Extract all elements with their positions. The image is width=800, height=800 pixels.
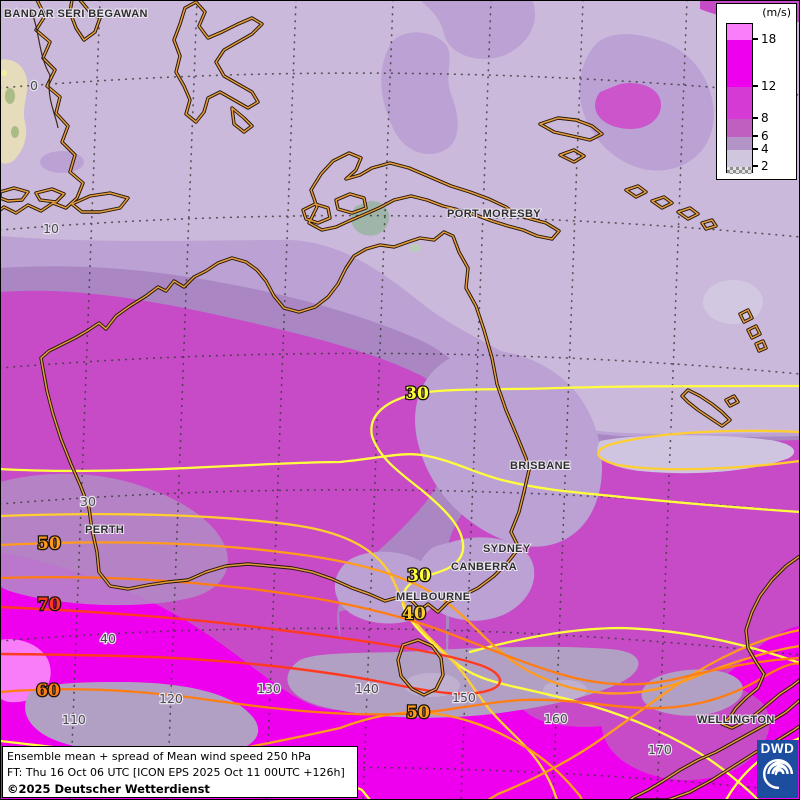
- dwd-logo: DWD: [757, 740, 798, 798]
- legend-tick-12: 12: [761, 79, 777, 93]
- contour-70-lines: [0, 605, 502, 695]
- legend-band-lt2-hatch: [727, 167, 752, 174]
- lat-label-10: 10: [43, 221, 59, 236]
- legend-tick-18: 18: [761, 32, 777, 46]
- contour-label-50: 50: [406, 703, 430, 723]
- legend-band-gt18: [727, 24, 752, 40]
- legend-tick-4: 4: [761, 142, 769, 156]
- lat-label-0: 0: [30, 78, 38, 93]
- legend-tickmark: [753, 148, 758, 150]
- lon-label-170: 170: [648, 742, 672, 757]
- legend-tickmark: [753, 135, 758, 137]
- city-label-melbourne: MELBOURNE: [396, 591, 471, 603]
- legend-band-6-8: [727, 119, 752, 137]
- city-label-bandar-seri-begawan: BANDAR SERI BEGAWAN: [4, 8, 148, 20]
- contour-label-70: 70: [37, 595, 61, 615]
- city-label-perth: PERTH: [85, 524, 124, 536]
- contour-label-60: 60: [36, 681, 60, 701]
- forecast-info-box: Ensemble mean + spread of Mean wind spee…: [2, 746, 358, 798]
- lon-label-150: 150: [452, 690, 476, 705]
- legend-band-2-4: [727, 150, 752, 167]
- city-label-brisbane: BRISBANE: [510, 460, 571, 472]
- graticule-label-layer: 0 10 30 40 110 120 130 140 150 160 170: [29, 77, 673, 758]
- legend-band-4-6: [727, 137, 752, 150]
- lon-label-110: 110: [62, 712, 86, 727]
- contour-label-40: 40: [402, 604, 426, 624]
- contour-label-layer: 30 30 40 50 50 60 70: [35, 383, 432, 725]
- wind-speed-legend: (m/s) 18 12 8 6 4 2: [716, 3, 797, 180]
- lon-label-120: 120: [159, 691, 183, 706]
- city-label-sydney: SYDNEY: [483, 543, 531, 555]
- legend-tickmark: [753, 85, 758, 87]
- legend-color-bar: [726, 23, 753, 174]
- copyright-line: ©2025 Deutscher Wetterdienst: [7, 781, 210, 796]
- legend-band-12-18: [727, 40, 752, 87]
- spiral-icon: [762, 759, 793, 790]
- legend-tickmark: [753, 165, 758, 167]
- legend-unit-label: (m/s): [762, 6, 791, 19]
- contour-line-layer: [0, 384, 800, 800]
- lon-label-130: 130: [257, 681, 281, 696]
- city-label-canberra: CANBERRA: [451, 561, 517, 573]
- legend-tickmark: [753, 38, 758, 40]
- lon-label-140: 140: [355, 681, 379, 696]
- legend-tick-6: 6: [761, 129, 769, 143]
- city-label-layer: BANDAR SERI BEGAWAN PORT MORESBY BRISBAN…: [3, 7, 775, 727]
- contour-60-lines: [0, 575, 800, 716]
- lat-label-30: 30: [80, 494, 96, 509]
- lon-label-160: 160: [544, 711, 568, 726]
- contour-label-30: 30: [407, 566, 431, 586]
- legend-band-8-12: [727, 87, 752, 119]
- contour-40-lines: [0, 429, 800, 800]
- lat-label-40: 40: [100, 631, 116, 646]
- legend-tickmark: [753, 117, 758, 119]
- contour-label-50: 50: [37, 534, 61, 554]
- forecast-title: Ensemble mean + spread of Mean wind spee…: [7, 750, 311, 763]
- city-label-wellington: WELLINGTON: [697, 714, 775, 726]
- dwd-logo-text: DWD: [760, 741, 795, 756]
- forecast-valid-time: FT: Thu 16 Oct 06 UTC [ICON EPS 2025 Oct…: [7, 765, 345, 779]
- contour-label-30: 30: [405, 384, 429, 404]
- legend-tick-2: 2: [761, 159, 769, 173]
- legend-tick-8: 8: [761, 111, 769, 125]
- city-label-port-moresby: PORT MORESBY: [447, 208, 541, 220]
- borneo-border-line: [29, 7, 59, 129]
